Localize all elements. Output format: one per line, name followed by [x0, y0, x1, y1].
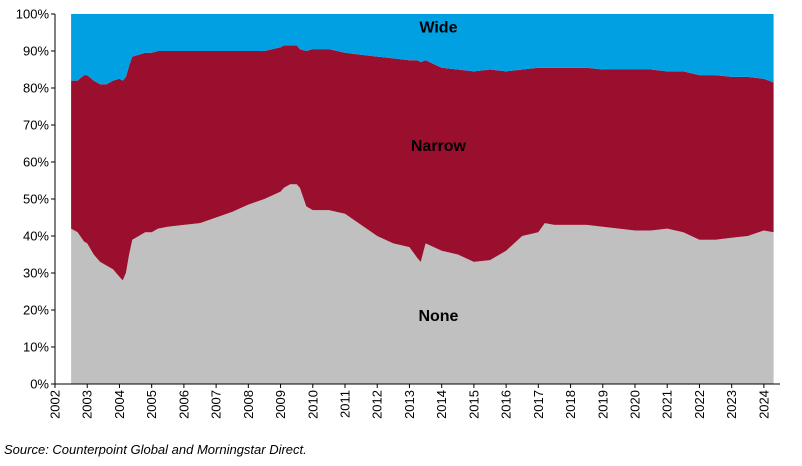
y-tick-label: 0% — [30, 377, 49, 392]
stacked-area-chart: 0% 10% 20% 30% 40% 50% 60% 70% 80% 90% 100% 2002 200… — [16, 7, 780, 419]
x-tick-label: 2011 — [338, 390, 353, 418]
x-tick-label: 2023 — [724, 390, 739, 419]
x-tick-label: 2014 — [434, 390, 449, 419]
y-tick-label: 10% — [23, 340, 49, 355]
series-label-wide: Wide — [419, 20, 457, 37]
x-tick-label: 2005 — [144, 390, 159, 419]
x-tick-label: 2016 — [499, 390, 514, 419]
x-tick-label: 2006 — [176, 390, 191, 419]
area-narrow — [71, 45, 774, 281]
series-label-narrow: Narrow — [411, 138, 467, 155]
y-tick-label: 30% — [23, 266, 49, 281]
x-tick-label: 2017 — [531, 390, 546, 419]
y-tick-label: 20% — [23, 303, 49, 318]
x-tick-label: 2004 — [112, 390, 127, 419]
x-tick-label: 2024 — [756, 390, 771, 419]
y-tick-label: 60% — [23, 155, 49, 170]
source-note: Source: Counterpoint Global and Mornings… — [4, 442, 307, 457]
x-tick-label: 2012 — [370, 390, 385, 419]
area-none — [71, 184, 774, 384]
y-tick-label: 70% — [23, 118, 49, 133]
x-tick-label: 2022 — [692, 390, 707, 419]
x-tick-label: 2021 — [660, 390, 675, 419]
area-wide — [71, 14, 774, 85]
y-tick-label: 100% — [16, 7, 50, 22]
x-tick-label: 2018 — [563, 390, 578, 419]
x-tick-label: 2013 — [402, 390, 417, 419]
x-tick-label: 2008 — [241, 390, 256, 419]
y-tick-label: 50% — [23, 192, 49, 207]
x-tick-label: 2010 — [305, 390, 320, 419]
x-tick-label: 2007 — [209, 390, 224, 419]
x-tick-label: 2015 — [466, 390, 481, 419]
x-tick-label: 2003 — [80, 390, 95, 419]
x-tick-label: 2009 — [273, 390, 288, 419]
x-tick-label: 2019 — [595, 390, 610, 419]
x-tick-label: 2020 — [628, 390, 643, 419]
x-tick-label: 2002 — [48, 390, 63, 419]
y-tick-label: 90% — [23, 44, 49, 59]
series-label-none: None — [418, 308, 458, 325]
y-tick-label: 80% — [23, 81, 49, 96]
y-tick-label: 40% — [23, 229, 49, 244]
